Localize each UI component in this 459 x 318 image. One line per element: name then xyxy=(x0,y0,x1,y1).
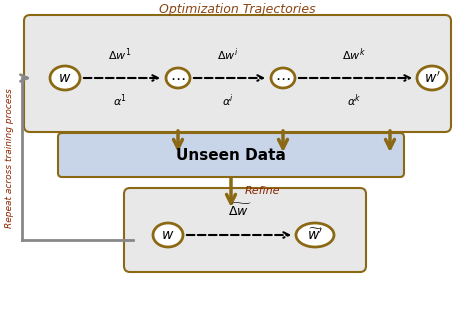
Text: $\widetilde{\Delta w}$: $\widetilde{\Delta w}$ xyxy=(228,203,251,219)
Text: $\Delta w^1$: $\Delta w^1$ xyxy=(108,46,131,63)
Text: $w$: $w$ xyxy=(58,71,72,85)
Ellipse shape xyxy=(166,68,190,88)
Text: Refine: Refine xyxy=(245,186,280,196)
Text: Unseen Data: Unseen Data xyxy=(176,148,285,162)
Text: $\widetilde{w}^{\prime}$: $\widetilde{w}^{\prime}$ xyxy=(306,227,322,243)
Ellipse shape xyxy=(270,68,294,88)
Text: $w'$: $w'$ xyxy=(423,70,439,86)
Text: $\cdots$: $\cdots$ xyxy=(170,71,185,86)
FancyBboxPatch shape xyxy=(124,188,365,272)
Ellipse shape xyxy=(153,223,183,247)
FancyBboxPatch shape xyxy=(58,133,403,177)
Text: $\alpha^i$: $\alpha^i$ xyxy=(222,92,234,109)
Text: $\alpha^k$: $\alpha^k$ xyxy=(346,92,360,109)
Ellipse shape xyxy=(50,66,80,90)
Text: $\Delta w^k$: $\Delta w^k$ xyxy=(341,46,365,63)
Text: Repeat across training process: Repeat across training process xyxy=(6,88,15,228)
Text: $\alpha^1$: $\alpha^1$ xyxy=(113,92,127,109)
Text: Optimization Trajectories: Optimization Trajectories xyxy=(158,3,314,17)
FancyBboxPatch shape xyxy=(24,15,450,132)
Text: $\cdots$: $\cdots$ xyxy=(274,71,290,86)
Text: $w$: $w$ xyxy=(161,228,174,242)
Text: $\Delta w^i$: $\Delta w^i$ xyxy=(217,46,238,63)
Ellipse shape xyxy=(295,223,333,247)
Ellipse shape xyxy=(416,66,446,90)
